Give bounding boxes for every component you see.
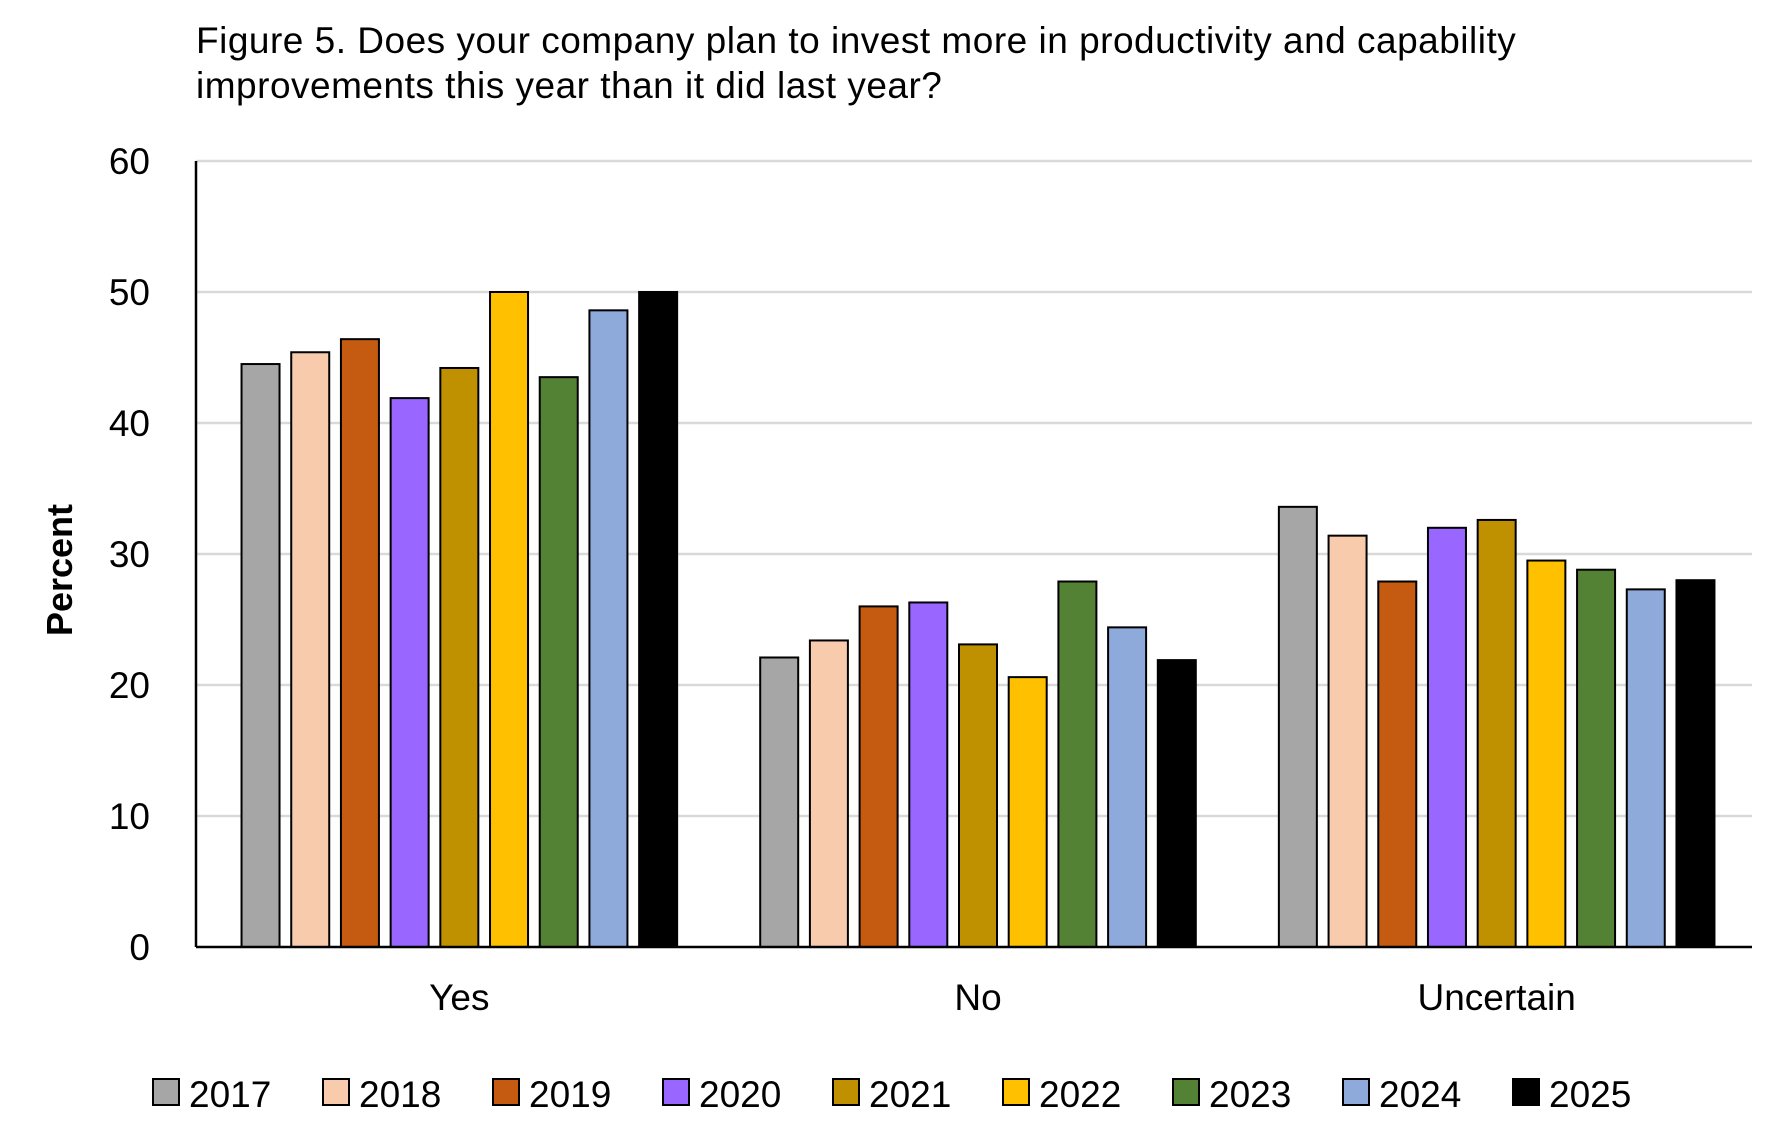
- bar-uncertain-2017: [1277, 505, 1318, 948]
- y-tick-label: 50: [109, 272, 150, 313]
- bar-yes-2021: [439, 366, 480, 949]
- bar-yes-2024: [588, 309, 629, 948]
- legend-label: 2023: [1209, 1074, 1291, 1115]
- bar-uncertain-2023: [1576, 568, 1617, 948]
- legend-swatch-2018: [322, 1078, 350, 1106]
- bar-yes-2025: [638, 291, 679, 948]
- bar-yes-2023: [538, 376, 579, 948]
- bar-uncertain-2020: [1426, 526, 1467, 948]
- bar-no-2019: [858, 605, 899, 949]
- y-tick-label: 30: [109, 534, 150, 575]
- category-label: Uncertain: [1417, 977, 1575, 1018]
- bar-no-2023: [1057, 580, 1098, 948]
- y-tick-label: 0: [129, 927, 150, 968]
- bar-uncertain-2022: [1526, 559, 1567, 948]
- legend-swatch-2023: [1172, 1078, 1200, 1106]
- y-tick-label: 40: [109, 403, 150, 444]
- legend-swatch-2022: [1002, 1078, 1030, 1106]
- bar-no-2022: [1007, 676, 1048, 948]
- bar-uncertain-2018: [1327, 534, 1368, 948]
- bar-no-2018: [808, 639, 849, 949]
- chart-title-line-2: improvements this year than it did last …: [196, 65, 943, 106]
- bars: [240, 291, 1716, 949]
- legend-label: 2018: [359, 1074, 441, 1115]
- bar-no-2021: [958, 643, 998, 948]
- legend-label: 2022: [1039, 1074, 1121, 1115]
- bar-yes-2017: [240, 363, 281, 948]
- legend-label: 2020: [699, 1074, 781, 1115]
- bar-uncertain-2024: [1625, 588, 1666, 948]
- legend-label: 2017: [189, 1074, 271, 1115]
- legend-swatch-2019: [492, 1078, 520, 1106]
- bar-yes-2018: [290, 351, 331, 948]
- bar-uncertain-2019: [1377, 580, 1418, 948]
- legend-label: 2024: [1379, 1074, 1461, 1115]
- y-tick-labels: 0 10 20 30 40 50 60: [109, 141, 150, 968]
- legend-swatch-2020: [662, 1078, 690, 1106]
- chart-title-line-1: Figure 5. Does your company plan to inve…: [196, 20, 1517, 61]
- axes: [194, 161, 1752, 949]
- category-label: Yes: [429, 977, 489, 1018]
- bar-no-2020: [908, 601, 949, 948]
- bar-yes-2019: [339, 338, 380, 949]
- bar-yes-2022: [489, 291, 530, 948]
- chart-title: Figure 5. Does your company plan to inve…: [196, 18, 1696, 108]
- legend-swatch-2021: [832, 1078, 860, 1106]
- legend-swatch-2025: [1512, 1078, 1540, 1106]
- y-tick-label: 20: [109, 665, 150, 706]
- legend: 2017 2018 2019 2020 2021 2022 2023 2024 2025: [152, 1074, 1631, 1115]
- bar-no-2017: [759, 656, 800, 948]
- bar-yes-2020: [389, 397, 430, 948]
- legend-label: 2019: [529, 1074, 611, 1115]
- y-tick-label: 10: [109, 796, 150, 837]
- y-axis-label: Percent: [39, 504, 80, 636]
- legend-label: 2025: [1549, 1074, 1631, 1115]
- y-tick-label: 60: [109, 141, 150, 182]
- legend-swatch-2017: [152, 1078, 180, 1106]
- category-label: No: [954, 977, 1001, 1018]
- legend-label: 2021: [869, 1074, 951, 1115]
- bar-uncertain-2025: [1675, 579, 1716, 948]
- legend-swatch-2024: [1342, 1078, 1370, 1106]
- category-labels: Yes No Uncertain: [429, 977, 1576, 1018]
- bar-no-2024: [1107, 626, 1148, 948]
- bar-uncertain-2021: [1476, 518, 1517, 948]
- bar-no-2025: [1156, 659, 1197, 948]
